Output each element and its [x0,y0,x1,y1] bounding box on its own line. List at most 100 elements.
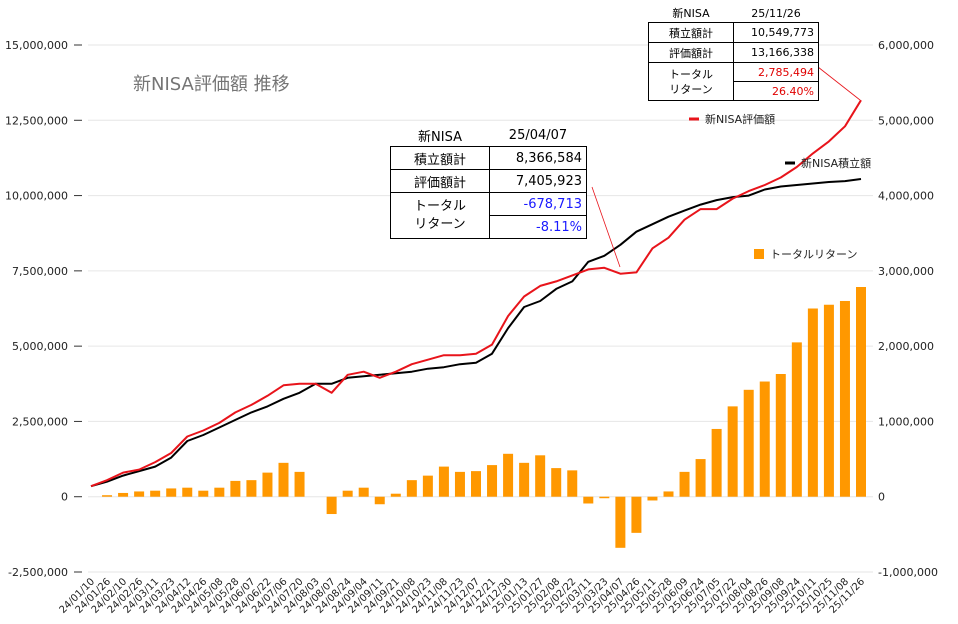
return-bar [390,493,401,497]
box-return-pct: -8.11% [489,215,587,239]
return-bar [198,490,209,497]
return-bar [856,287,866,497]
right-tick-label: 0 [878,491,885,504]
return-bar [631,496,642,533]
return-bar [230,480,241,497]
return-bar [551,468,562,497]
return-bar [807,308,818,497]
legend-swatch [754,249,764,259]
box-row-value: 7,405,923 [489,169,587,193]
box-date: 25/04/07 [508,127,568,143]
box-row-value: 13,166,338 [733,42,819,63]
box-row-label: 積立額計 [390,146,490,170]
box-title: 新NISA [672,7,710,20]
callout-line-2 [817,66,861,101]
left-tick-label: -2,500,000 [8,566,68,579]
return-bar [679,471,690,497]
box-return-pct: 26.40% [733,81,819,101]
right-tick-label: 6,000,000 [878,39,934,52]
right-tick-label: 3,000,000 [878,265,934,278]
return-bar [727,406,738,497]
right-tick-label: 1,000,000 [878,415,934,428]
return-bar [102,495,113,497]
return-bar [775,373,786,497]
box-return-value: -678,713 [489,192,587,216]
box-row-value: 8,366,584 [489,146,587,170]
left-tick-label: 0 [61,491,68,504]
return-bar [422,475,433,497]
return-bar [519,462,530,497]
return-bar [374,496,385,505]
left-tick-label: 15,000,000 [5,39,68,52]
contribution-line [90,178,862,488]
legend-label: 新NISA評価額 [705,112,775,126]
return-bar [615,496,626,548]
return-bar [214,487,225,497]
right-tick-label: 5,000,000 [878,114,934,127]
valuation-line [90,99,862,488]
return-bar [791,342,802,497]
return-bar [118,492,129,497]
box-return-label-2: リターン [414,216,466,232]
return-bar [150,490,161,497]
series-lines [90,99,862,488]
legend-label: トータルリターン [770,248,857,261]
box-row-value: 10,549,773 [733,22,819,43]
left-tick-label: 7,500,000 [12,265,68,278]
return-bar [278,462,289,497]
box-return-label-1: トータル [413,198,466,214]
box-return-label-1: トータル [669,67,713,81]
return-bar [166,488,177,497]
return-bar [406,480,417,497]
return-bar [326,496,337,515]
box-return-label: トータル リターン [648,62,734,101]
return-bar [711,428,722,497]
left-tick-label: 10,000,000 [5,190,68,203]
box-return-label: トータル リターン [390,192,490,239]
summary-box-1: 新NISA 25/04/07 積立額計 8,366,584 評価額計 7,405… [390,124,587,239]
return-bars [102,287,866,548]
box-row-label: 評価額計 [390,169,490,193]
return-bar [823,304,834,497]
summary-box-2: 新NISA 25/11/26 積立額計 10,549,773 評価額計 13,1… [648,4,819,101]
return-bar [182,487,193,497]
box-title: 新NISA [418,129,462,145]
callout-line-1 [591,186,621,268]
return-bar [535,455,546,497]
return-bar [759,381,770,497]
return-bar [583,496,594,504]
return-bar [599,496,610,499]
return-bar [294,471,305,497]
return-bar [471,471,481,497]
return-bar [647,496,658,501]
chart-title: 新NISA評価額 推移 [133,74,290,95]
box-return-label-2: リターン [669,82,713,96]
return-bar [503,453,514,497]
left-tick-label: 5,000,000 [12,340,68,353]
box-row-label: 積立額計 [648,22,734,43]
return-bar [134,491,145,497]
right-axis-ticks: 6,000,000 5,000,000 4,000,000 3,000,000 2,00… [878,39,938,579]
return-bar [663,491,674,497]
box-return-value: 2,785,494 [733,62,819,82]
left-tick-label: 12,500,000 [5,114,68,127]
x-axis-ticks: 24/01/1024/01/2624/02/1024/02/2624/03/11… [58,576,868,616]
return-bar [743,389,754,497]
right-tick-label: 4,000,000 [878,190,934,203]
left-axis-ticks: 15,000,000 12,500,000 10,000,000 7,500,000 5… [5,39,82,579]
return-bar [438,466,449,497]
box-row-label: 評価額計 [648,42,734,63]
return-bar [262,472,273,497]
return-bar [454,471,465,497]
return-bar [695,459,706,497]
return-bar [342,490,353,497]
return-bar [487,465,498,497]
return-bar [246,480,257,497]
return-bar [358,487,369,497]
right-tick-label: 2,000,000 [878,340,934,353]
legend-label: 新NISA積立額 [801,156,871,170]
left-tick-label: 2,500,000 [12,415,68,428]
box-date: 25/11/26 [751,6,801,20]
